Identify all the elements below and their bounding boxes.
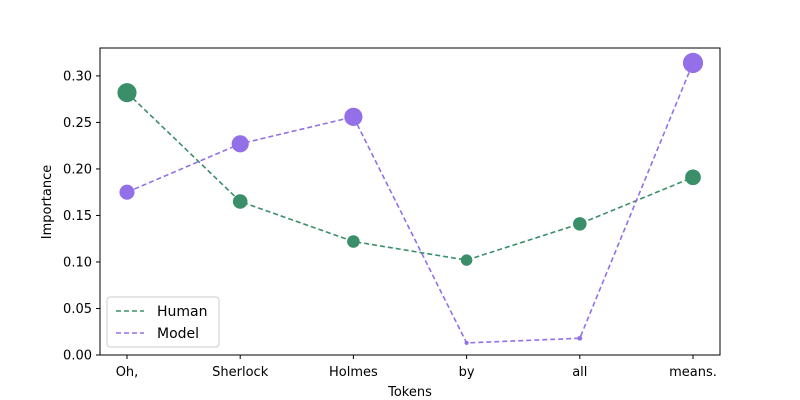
y-tick-label: 0.00	[63, 349, 92, 364]
y-tick-label: 0.10	[63, 255, 92, 270]
y-tick-label: 0.25	[63, 116, 92, 131]
y-axis-label: Importance	[40, 165, 55, 240]
data-point-model	[119, 184, 135, 200]
data-point-model	[682, 52, 704, 73]
data-point-model	[577, 335, 583, 341]
data-point-model	[464, 340, 469, 345]
x-tick-label: by	[459, 365, 475, 380]
y-tick-label: 0.15	[63, 209, 92, 224]
data-point-human	[685, 169, 701, 186]
y-tick-label: 0.05	[63, 302, 92, 317]
x-tick-label: Sherlock	[212, 365, 269, 380]
plot-frame	[99, 47, 721, 356]
legend-human-label: Human	[157, 304, 208, 320]
x-tick-label: Oh,	[116, 365, 139, 380]
x-tick-label: Holmes	[329, 365, 378, 380]
data-point-human	[460, 254, 473, 266]
data-point-model	[231, 135, 249, 153]
series-line-human	[126, 92, 694, 261]
data-point-human	[232, 194, 248, 209]
data-point-model	[344, 107, 363, 126]
data-point-human	[573, 217, 587, 231]
data-point-human	[347, 235, 360, 248]
y-tick-label: 0.20	[63, 162, 92, 177]
legend: Human Model	[106, 296, 220, 348]
y-tick-label: 0.30	[63, 69, 92, 84]
legend-box	[106, 296, 220, 348]
x-axis-label: Tokens	[387, 385, 432, 400]
x-tick-label: all	[572, 365, 587, 380]
legend-model-label: Model	[157, 326, 199, 342]
x-tick-label: means.	[669, 365, 717, 380]
data-point-human	[117, 83, 137, 103]
